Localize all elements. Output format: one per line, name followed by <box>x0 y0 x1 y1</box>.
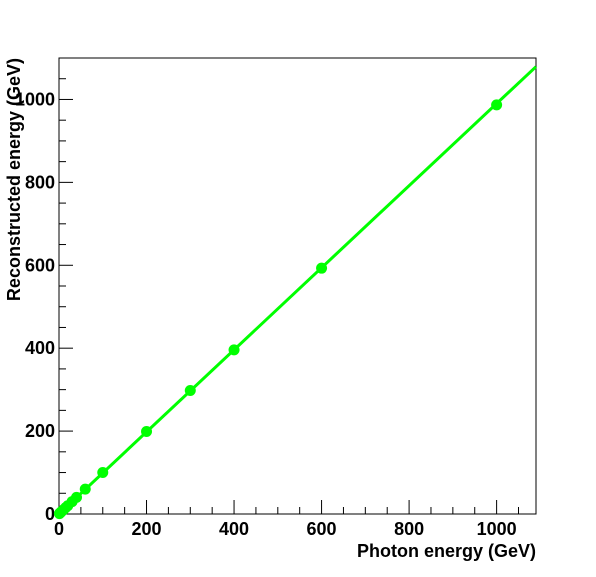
y-tick-label: 200 <box>25 421 55 441</box>
y-tick-label: 1000 <box>15 89 55 109</box>
data-point <box>79 483 91 495</box>
y-tick-label: 0 <box>45 504 55 524</box>
x-tick-label: 0 <box>54 519 64 539</box>
data-point <box>228 344 240 356</box>
y-tick-label: 400 <box>25 338 55 358</box>
y-tick-label: 800 <box>25 172 55 192</box>
data-point <box>71 491 83 503</box>
data-point <box>316 262 328 274</box>
points-layer <box>53 99 503 520</box>
y-axis-title: Reconstructed energy (GeV) <box>4 58 24 301</box>
x-tick-label: 1000 <box>477 519 517 539</box>
x-tick-label: 600 <box>307 519 337 539</box>
data-point <box>491 99 503 111</box>
fit-line <box>57 65 538 516</box>
data-point <box>141 426 153 438</box>
axes-layer: 0 200 400 600 800 1000 0 200 400 600 800 1000 <box>15 57 537 539</box>
data-point <box>184 384 196 396</box>
y-tick-label: 600 <box>25 255 55 275</box>
fit-layer <box>57 65 538 516</box>
x-tick-label: 400 <box>219 519 249 539</box>
x-axis-title: Photon energy (GeV) <box>357 541 536 561</box>
data-point <box>97 467 109 479</box>
x-tick-label: 200 <box>131 519 161 539</box>
x-tick-label: 800 <box>394 519 424 539</box>
